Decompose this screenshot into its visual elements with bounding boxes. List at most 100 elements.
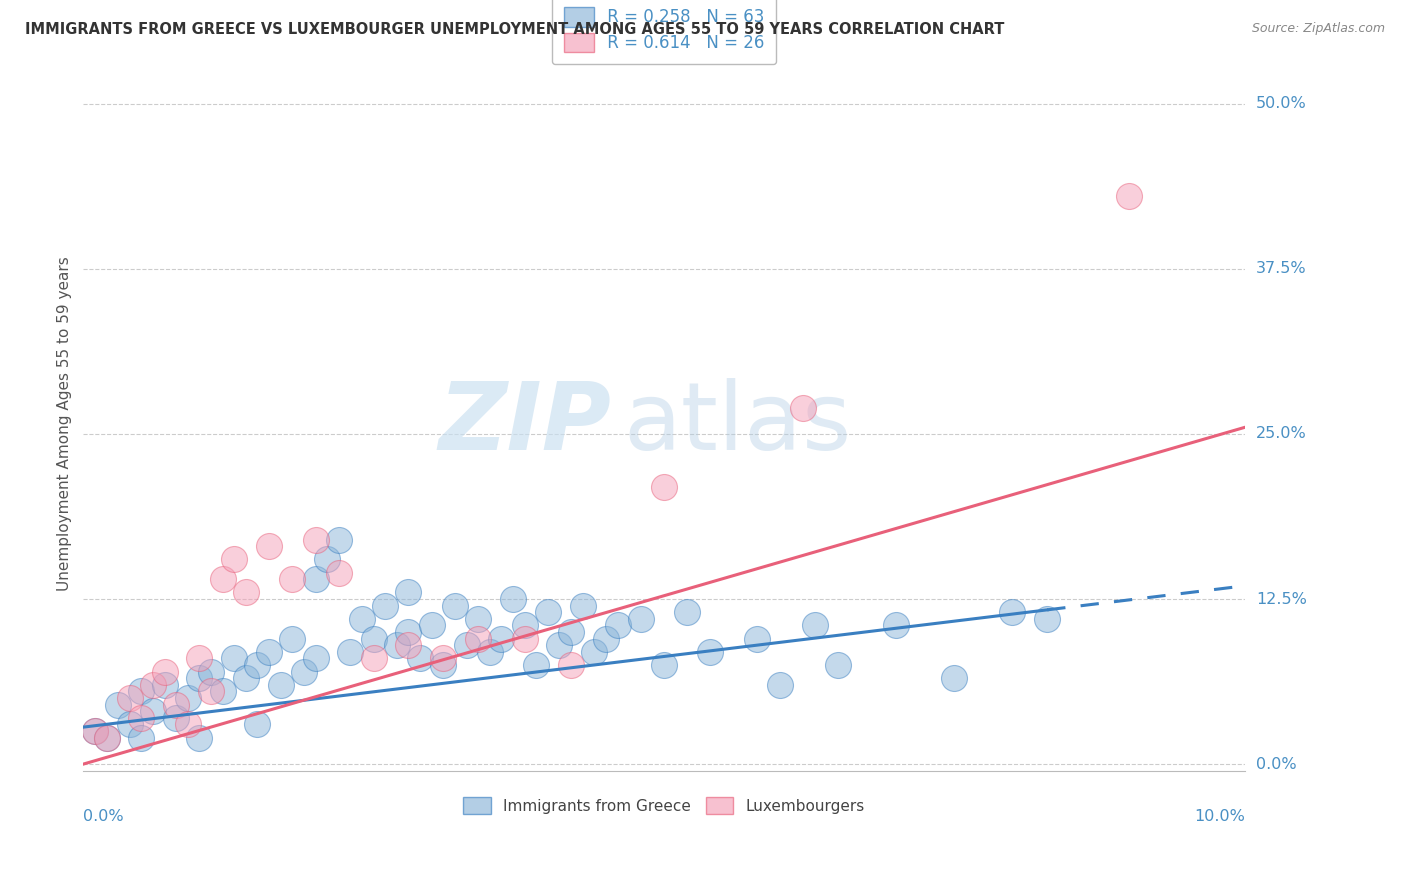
Point <box>884 618 907 632</box>
Text: IMMIGRANTS FROM GREECE VS LUXEMBOURGER UNEMPLOYMENT AMONG AGES 55 TO 59 YEARS CO: IMMIGRANTS FROM GREECE VS LUXEMBOURGER U… <box>25 22 1005 37</box>
Point <box>339 645 361 659</box>
Point <box>165 711 187 725</box>
Point <box>118 717 141 731</box>
Point <box>606 618 628 632</box>
Legend: Immigrants from Greece, Luxembourgers: Immigrants from Greece, Luxembourgers <box>456 789 873 822</box>
Point <box>177 717 200 731</box>
Point <box>537 605 560 619</box>
Point <box>769 678 792 692</box>
Point <box>107 698 129 712</box>
Point <box>456 638 478 652</box>
Point <box>630 612 652 626</box>
Point <box>270 678 292 692</box>
Point <box>131 731 153 745</box>
Point <box>363 632 385 646</box>
Point <box>328 533 350 547</box>
Point <box>385 638 408 652</box>
Point <box>224 651 246 665</box>
Point <box>142 704 165 718</box>
Text: ZIP: ZIP <box>439 378 612 470</box>
Point <box>328 566 350 580</box>
Point <box>745 632 768 646</box>
Point <box>131 684 153 698</box>
Point <box>83 724 105 739</box>
Point <box>432 651 454 665</box>
Point <box>246 717 269 731</box>
Point <box>224 552 246 566</box>
Point <box>513 632 536 646</box>
Point <box>165 698 187 712</box>
Text: 0.0%: 0.0% <box>83 809 124 824</box>
Point <box>188 651 211 665</box>
Point <box>467 612 489 626</box>
Point <box>200 665 222 679</box>
Point <box>491 632 513 646</box>
Point <box>350 612 373 626</box>
Point <box>398 625 420 640</box>
Point <box>595 632 617 646</box>
Point <box>131 711 153 725</box>
Point <box>246 658 269 673</box>
Y-axis label: Unemployment Among Ages 55 to 59 years: Unemployment Among Ages 55 to 59 years <box>58 257 72 591</box>
Point <box>257 539 280 553</box>
Point <box>281 572 304 586</box>
Point <box>560 658 582 673</box>
Point <box>96 731 118 745</box>
Point <box>1036 612 1059 626</box>
Point <box>188 731 211 745</box>
Point <box>502 592 524 607</box>
Point <box>281 632 304 646</box>
Point <box>153 665 176 679</box>
Point <box>420 618 443 632</box>
Point <box>211 684 233 698</box>
Point <box>444 599 467 613</box>
Point <box>235 671 257 685</box>
Point <box>513 618 536 632</box>
Point <box>200 684 222 698</box>
Point <box>652 658 675 673</box>
Point <box>257 645 280 659</box>
Point <box>398 585 420 599</box>
Point <box>1118 189 1140 203</box>
Point <box>363 651 385 665</box>
Point <box>409 651 432 665</box>
Point <box>827 658 849 673</box>
Point <box>177 691 200 706</box>
Point <box>304 651 326 665</box>
Point <box>211 572 233 586</box>
Point <box>943 671 966 685</box>
Point <box>571 599 593 613</box>
Point <box>583 645 606 659</box>
Point <box>142 678 165 692</box>
Point <box>432 658 454 673</box>
Point <box>374 599 396 613</box>
Text: 12.5%: 12.5% <box>1256 591 1306 607</box>
Point <box>524 658 547 673</box>
Point <box>560 625 582 640</box>
Point <box>478 645 501 659</box>
Text: 50.0%: 50.0% <box>1256 96 1306 112</box>
Text: Source: ZipAtlas.com: Source: ZipAtlas.com <box>1251 22 1385 36</box>
Point <box>83 724 105 739</box>
Point <box>316 552 339 566</box>
Text: atlas: atlas <box>623 378 852 470</box>
Point <box>188 671 211 685</box>
Point <box>398 638 420 652</box>
Point <box>292 665 315 679</box>
Point <box>118 691 141 706</box>
Text: 10.0%: 10.0% <box>1194 809 1244 824</box>
Point <box>304 572 326 586</box>
Text: 37.5%: 37.5% <box>1256 261 1306 277</box>
Point <box>548 638 571 652</box>
Point <box>792 401 814 415</box>
Point <box>235 585 257 599</box>
Point <box>467 632 489 646</box>
Point <box>699 645 721 659</box>
Point <box>1001 605 1024 619</box>
Point <box>676 605 699 619</box>
Point <box>652 480 675 494</box>
Text: 25.0%: 25.0% <box>1256 426 1306 442</box>
Point <box>96 731 118 745</box>
Text: 0.0%: 0.0% <box>1256 756 1296 772</box>
Point <box>804 618 827 632</box>
